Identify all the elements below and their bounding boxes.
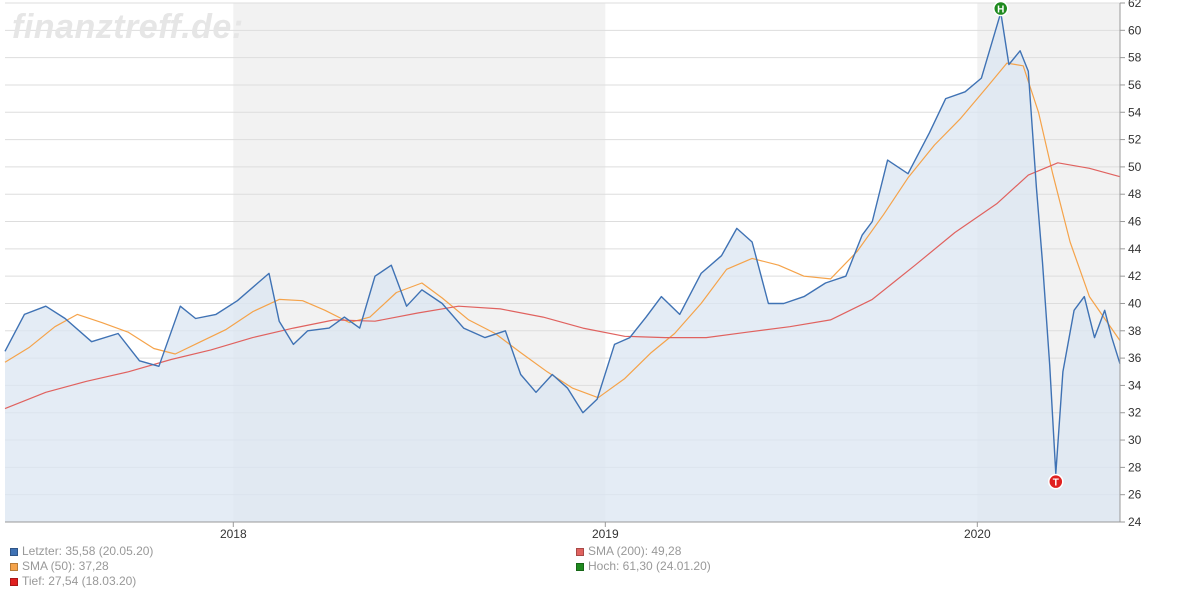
legend-label-hoch: Hoch: 61,30 (24.01.20) (588, 559, 711, 573)
legend-label-sma200: SMA (200): 49,28 (588, 544, 682, 558)
x-tick-label: 2020 (964, 527, 991, 540)
y-tick-label: 48 (1128, 187, 1142, 201)
y-tick-label: 26 (1128, 488, 1142, 502)
y-tick-label: 56 (1128, 78, 1142, 92)
y-tick-label: 42 (1128, 269, 1142, 283)
low-marker-label: T (1053, 478, 1059, 489)
y-tick-label: 60 (1128, 23, 1142, 37)
legend-label-sma50: SMA (50): 37,28 (22, 559, 109, 573)
x-tick-label: 2019 (592, 527, 619, 540)
series-line-sma50 (4, 62, 1121, 399)
axes: 24 26 28 30 32 34 36 38 40 42 44 46 48 50 52 54 56 58 60 62… (5, 0, 1142, 540)
legend-swatch-sma200 (576, 547, 584, 556)
series-area-letzter (5, 12, 1120, 522)
y-tick-label: 28 (1128, 460, 1142, 474)
price-chart: 24 26 28 30 32 34 36 38 40 42 44 46 48 50 52 54 56 58 60 62… (4, 0, 1142, 540)
y-tick-label: 52 (1128, 133, 1142, 147)
y-tick-label: 24 (1128, 515, 1142, 529)
legend-label-tief: Tief: 27,54 (18.03.20) (22, 574, 137, 588)
y-tick-label: 50 (1128, 160, 1142, 174)
high-marker: H (993, 0, 1009, 17)
y-tick-label: 36 (1128, 351, 1142, 365)
legend-item-sma200: SMA (200): 49,28 (576, 544, 711, 559)
low-marker-circle (1048, 473, 1064, 490)
y-tick-label: 58 (1128, 51, 1142, 65)
legend-left: Letzter: 35,58 (20.05.20) SMA (50): 37,2… (10, 544, 153, 589)
legend-swatch-tief (10, 577, 18, 586)
markers: HT (993, 0, 1064, 490)
y-tick-label: 46 (1128, 215, 1142, 229)
series-line-sma200 (4, 162, 1121, 410)
legend-item-tief: Tief: 27,54 (18.03.20) (10, 574, 153, 589)
legend-label-letzter: Letzter: 35,58 (20.05.20) (22, 544, 154, 558)
legend-swatch-sma50 (10, 562, 18, 571)
y-tick-label: 40 (1128, 296, 1142, 310)
low-marker: T (1048, 473, 1064, 490)
y-tick-label: 44 (1128, 242, 1142, 256)
legend-right: SMA (200): 49,28 Hoch: 61,30 (24.01.20) (576, 544, 711, 574)
high-marker-circle (993, 0, 1009, 17)
y-tick-label: 34 (1128, 378, 1142, 392)
y-tick-label: 30 (1128, 433, 1142, 447)
y-tick-label: 54 (1128, 105, 1142, 119)
y-tick-label: 62 (1128, 0, 1142, 10)
legend-item-hoch: Hoch: 61,30 (24.01.20) (576, 559, 711, 574)
y-tick-label: 32 (1128, 406, 1142, 420)
legend-swatch-letzter (10, 547, 18, 556)
x-tick-label: 2018 (220, 527, 247, 540)
watermark-logo: finanztreff.de: (12, 8, 244, 46)
y-tick-label: 38 (1128, 324, 1142, 338)
legend-item-sma50: SMA (50): 37,28 (10, 559, 153, 574)
high-marker-label: H (997, 5, 1004, 16)
series-layer (4, 11, 1121, 522)
legend-item-letzter: Letzter: 35,58 (20.05.20) (10, 544, 153, 559)
legend-swatch-hoch (576, 562, 584, 571)
series-line-letzter (4, 11, 1121, 475)
